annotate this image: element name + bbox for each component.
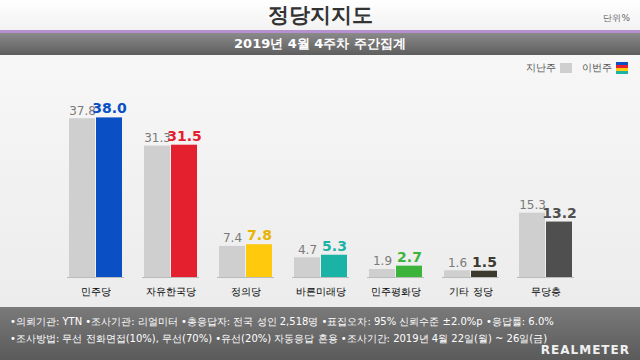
- svg-text:1.9: 1.9: [373, 254, 392, 268]
- svg-text:31.3: 31.3: [144, 130, 171, 145]
- svg-text:정의당: 정의당: [231, 286, 261, 297]
- html-text:정당지지도: 정당지지도: [267, 3, 373, 27]
- svg-text:37.8: 37.8: [69, 103, 96, 118]
- svg-text:5.3: 5.3: [322, 238, 347, 254]
- html-text:•의뢰기관: YTN •조사기관: 리얼미터 •총응답자:: •의뢰기관: YTN •조사기관: 리얼미터 •총응답자: 전국 성인 2,51…: [10, 316, 554, 327]
- svg-text:민주평화당: 민주평화당: [371, 286, 421, 297]
- svg-text:31.5: 31.5: [167, 128, 202, 144]
- html-text:REALMETER: REALMETER: [540, 343, 630, 357]
- svg-text:15.3: 15.3: [519, 198, 546, 213]
- svg-text:1.5: 1.5: [472, 254, 497, 270]
- svg-text:민주당: 민주당: [81, 286, 111, 297]
- svg-text:자유한국당: 자유한국당: [146, 286, 196, 297]
- svg-text:기타 정당: 기타 정당: [449, 286, 492, 297]
- svg-text:4.7: 4.7: [298, 243, 317, 257]
- svg-text:2.7: 2.7: [397, 249, 422, 265]
- svg-text:바른미래당: 바른미래당: [296, 286, 346, 297]
- html-text:•조사방법: 무선 전화면접(10%), 무선(70%) •: •조사방법: 무선 전화면접(10%), 무선(70%) •유선(20%) 자동…: [10, 333, 548, 344]
- html-text:단위%: 단위%: [603, 13, 630, 23]
- svg-text:무당층: 무당층: [531, 286, 561, 297]
- html-text:지난주: 지난주: [526, 62, 556, 73]
- html-text:이번주: 이번주: [582, 62, 612, 73]
- html-text:2019년 4월 4주차 주간집계: 2019년 4월 4주차 주간집계: [234, 36, 406, 51]
- svg-text:7.4: 7.4: [223, 231, 242, 245]
- svg-text:13.2: 13.2: [542, 205, 577, 221]
- svg-text:7.8: 7.8: [247, 227, 272, 243]
- svg-text:1.6: 1.6: [448, 256, 467, 270]
- svg-text:38.0: 38.0: [92, 100, 127, 116]
